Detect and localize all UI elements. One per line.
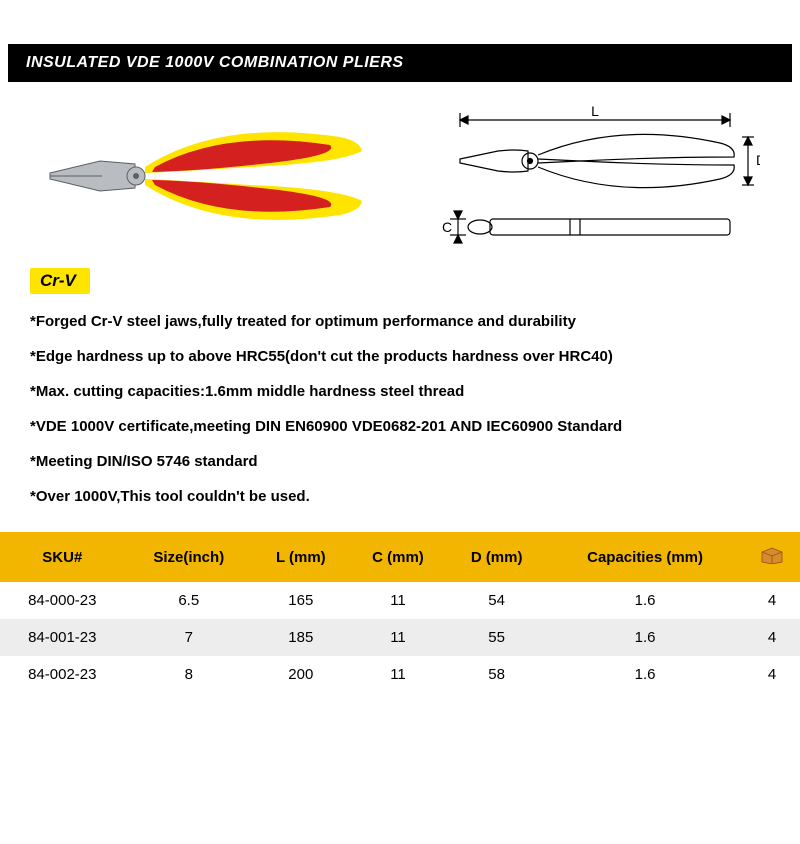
table-row: 84-002-23 8 200 11 58 1.6 4 [0,656,800,693]
cell: 54 [447,582,546,619]
cell: 4 [744,656,800,693]
cell: 84-002-23 [0,656,125,693]
cell: 8 [125,656,253,693]
cell: 200 [253,656,349,693]
col-L: L (mm) [253,532,349,582]
feature-item: *Max. cutting capacities:1.6mm middle ha… [30,374,770,409]
dim-L: L [591,103,599,119]
cell: 1.6 [546,582,744,619]
spec-table: SKU# Size(inch) L (mm) C (mm) D (mm) Cap… [0,532,800,693]
cell: 84-000-23 [0,582,125,619]
cell: 1.6 [546,619,744,656]
table-header-row: SKU# Size(inch) L (mm) C (mm) D (mm) Cap… [0,532,800,582]
cell: 4 [744,619,800,656]
feature-item: *VDE 1000V certificate,meeting DIN EN609… [30,409,770,444]
product-photo [40,101,380,251]
cell: 4 [744,582,800,619]
material-badge: Cr-V [30,268,90,294]
feature-list: *Forged Cr-V steel jaws,fully treated fo… [0,304,800,532]
feature-item: *Forged Cr-V steel jaws,fully treated fo… [30,304,770,339]
table-row: 84-000-23 6.5 165 11 54 1.6 4 [0,582,800,619]
table-row: 84-001-23 7 185 11 55 1.6 4 [0,619,800,656]
image-row: L D [0,82,800,262]
cell: 185 [253,619,349,656]
col-size: Size(inch) [125,532,253,582]
cell: 11 [349,619,448,656]
box-icon [760,546,784,564]
col-D: D (mm) [447,532,546,582]
cell: 1.6 [546,656,744,693]
cell: 11 [349,656,448,693]
cell: 7 [125,619,253,656]
cell: 84-001-23 [0,619,125,656]
col-boxqty [744,532,800,582]
technical-diagram: L D [420,101,760,251]
dim-C: C [442,219,452,235]
col-sku: SKU# [0,532,125,582]
dim-D: D [756,152,760,168]
feature-item: *Edge hardness up to above HRC55(don't c… [30,339,770,374]
col-capacities: Capacities (mm) [546,532,744,582]
col-C: C (mm) [349,532,448,582]
feature-item: *Meeting DIN/ISO 5746 standard [30,444,770,479]
feature-item: *Over 1000V,This tool couldn't be used. [30,479,770,514]
cell: 165 [253,582,349,619]
page-title: INSULATED VDE 1000V COMBINATION PLIERS [8,44,792,82]
cell: 11 [349,582,448,619]
cell: 58 [447,656,546,693]
cell: 6.5 [125,582,253,619]
cell: 55 [447,619,546,656]
